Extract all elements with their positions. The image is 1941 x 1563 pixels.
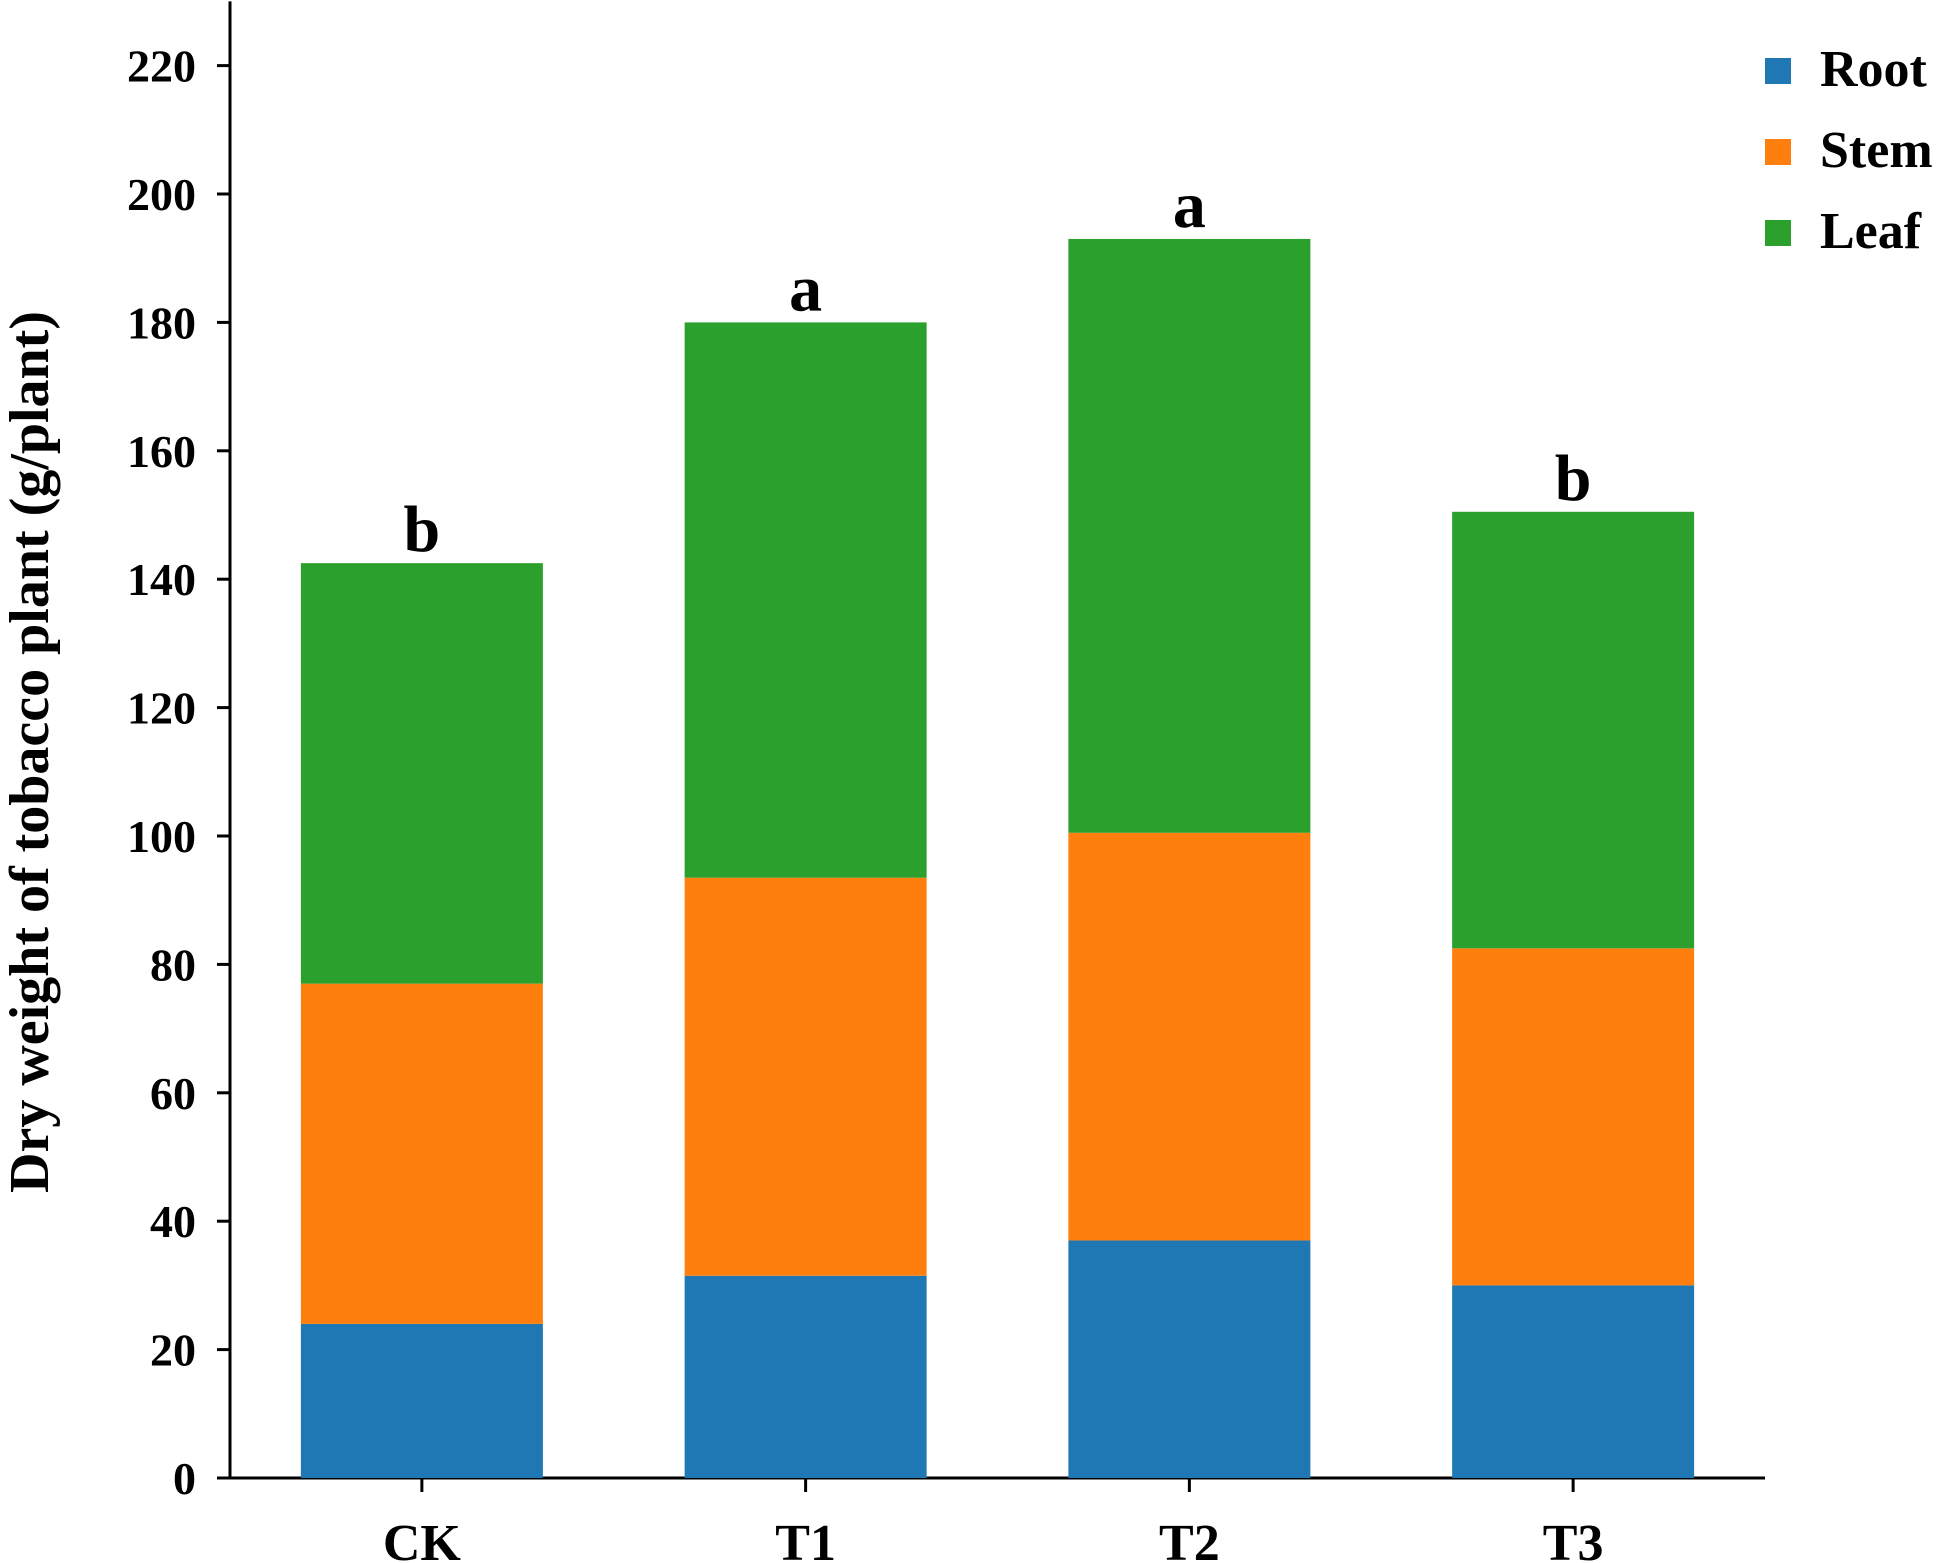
legend-swatch-stem (1765, 139, 1791, 165)
plot-area: 020406080100120140160180200220cbbCKbaaT1… (127, 1, 1765, 1563)
legend-label-leaf: Leaf (1820, 203, 1922, 260)
y-tick-label: 40 (150, 1196, 196, 1247)
legend-label-root: Root (1820, 41, 1928, 98)
bar-segment-stem (1452, 948, 1695, 1286)
y-tick-label: 180 (127, 297, 196, 348)
bar-segment-stem (684, 877, 927, 1276)
bar-segment-stem (1068, 832, 1311, 1241)
legend-label-stem: Stem (1820, 122, 1933, 179)
significance-label: a (1173, 169, 1206, 242)
significance-label: a (789, 252, 822, 325)
bar-segment-stem (300, 983, 543, 1324)
y-tick-label: 200 (127, 169, 196, 220)
y-tick-label: 100 (127, 811, 196, 862)
significance-label: b (404, 493, 441, 566)
bar-segment-root (684, 1275, 927, 1478)
bar-segment-leaf (1452, 511, 1695, 949)
legend-swatch-leaf (1765, 220, 1791, 246)
bar-segment-leaf (684, 322, 927, 878)
x-tick-label: T2 (1159, 1515, 1220, 1563)
significance-label: b (1555, 442, 1592, 515)
bar-segment-root (1452, 1285, 1695, 1478)
y-tick-label: 80 (150, 939, 196, 990)
bar-segment-leaf (300, 563, 543, 984)
legend-swatch-root (1765, 58, 1791, 84)
y-tick-label: 60 (150, 1068, 196, 1119)
bar-segment-leaf (1068, 238, 1311, 833)
y-tick-label: 160 (127, 426, 196, 477)
y-tick-label: 220 (127, 41, 196, 92)
y-tick-label: 140 (127, 554, 196, 605)
y-tick-label: 20 (150, 1325, 196, 1376)
y-tick-label: 0 (173, 1453, 196, 1504)
y-axis-title: Dry weight of tobacco plant (g/plant) (0, 311, 61, 1193)
y-tick-label: 120 (127, 683, 196, 734)
legend: Root Stem Leaf (1765, 41, 1933, 260)
bar-segment-root (1068, 1240, 1311, 1478)
bar-segment-root (300, 1323, 543, 1478)
x-tick-label: T3 (1543, 1515, 1604, 1563)
x-tick-label: T1 (775, 1515, 836, 1563)
x-tick-label: CK (383, 1515, 462, 1563)
